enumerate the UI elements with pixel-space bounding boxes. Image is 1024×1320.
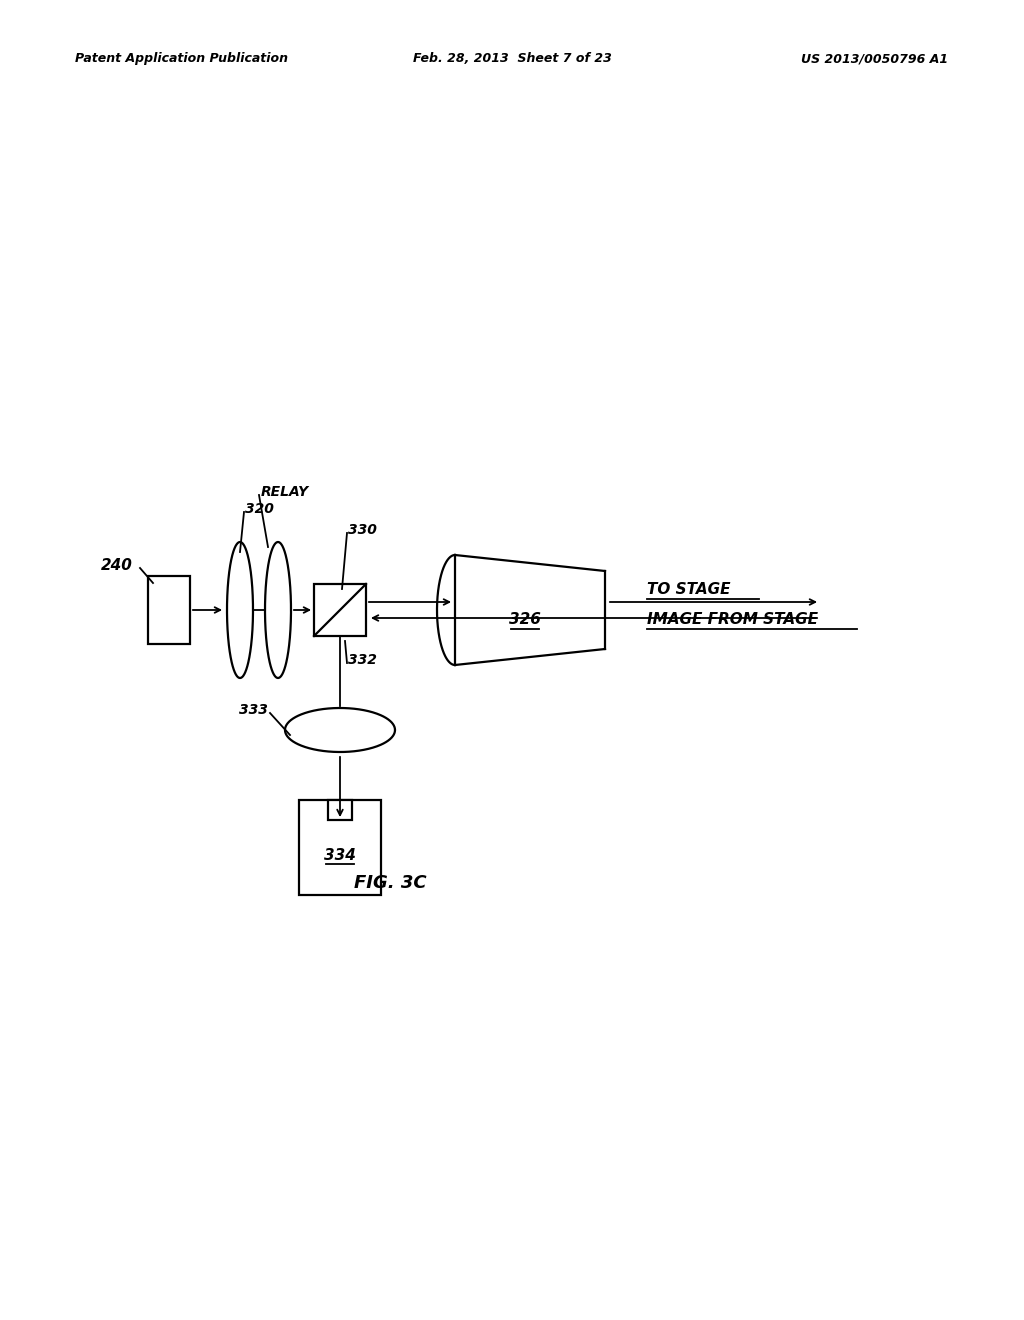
Bar	[148, 576, 190, 644]
Text: 320: 320	[245, 502, 273, 516]
Text: 334: 334	[324, 847, 356, 862]
Text: 330: 330	[348, 523, 377, 537]
Text: Feb. 28, 2013  Sheet 7 of 23: Feb. 28, 2013 Sheet 7 of 23	[413, 51, 611, 65]
Text: TO STAGE: TO STAGE	[647, 582, 730, 598]
Bar	[314, 583, 366, 636]
Text: 332: 332	[348, 653, 377, 667]
Text: FIG. 3C: FIG. 3C	[353, 874, 426, 892]
Bar	[299, 800, 381, 895]
Text: IMAGE FROM STAGE: IMAGE FROM STAGE	[647, 612, 818, 627]
Text: Patent Application Publication: Patent Application Publication	[75, 51, 288, 65]
Text: 333: 333	[240, 704, 268, 717]
Bar	[328, 800, 352, 820]
Text: 240: 240	[101, 557, 133, 573]
Text: RELAY: RELAY	[261, 484, 309, 499]
Text: 326: 326	[509, 612, 541, 627]
Text: US 2013/0050796 A1: US 2013/0050796 A1	[801, 51, 948, 65]
